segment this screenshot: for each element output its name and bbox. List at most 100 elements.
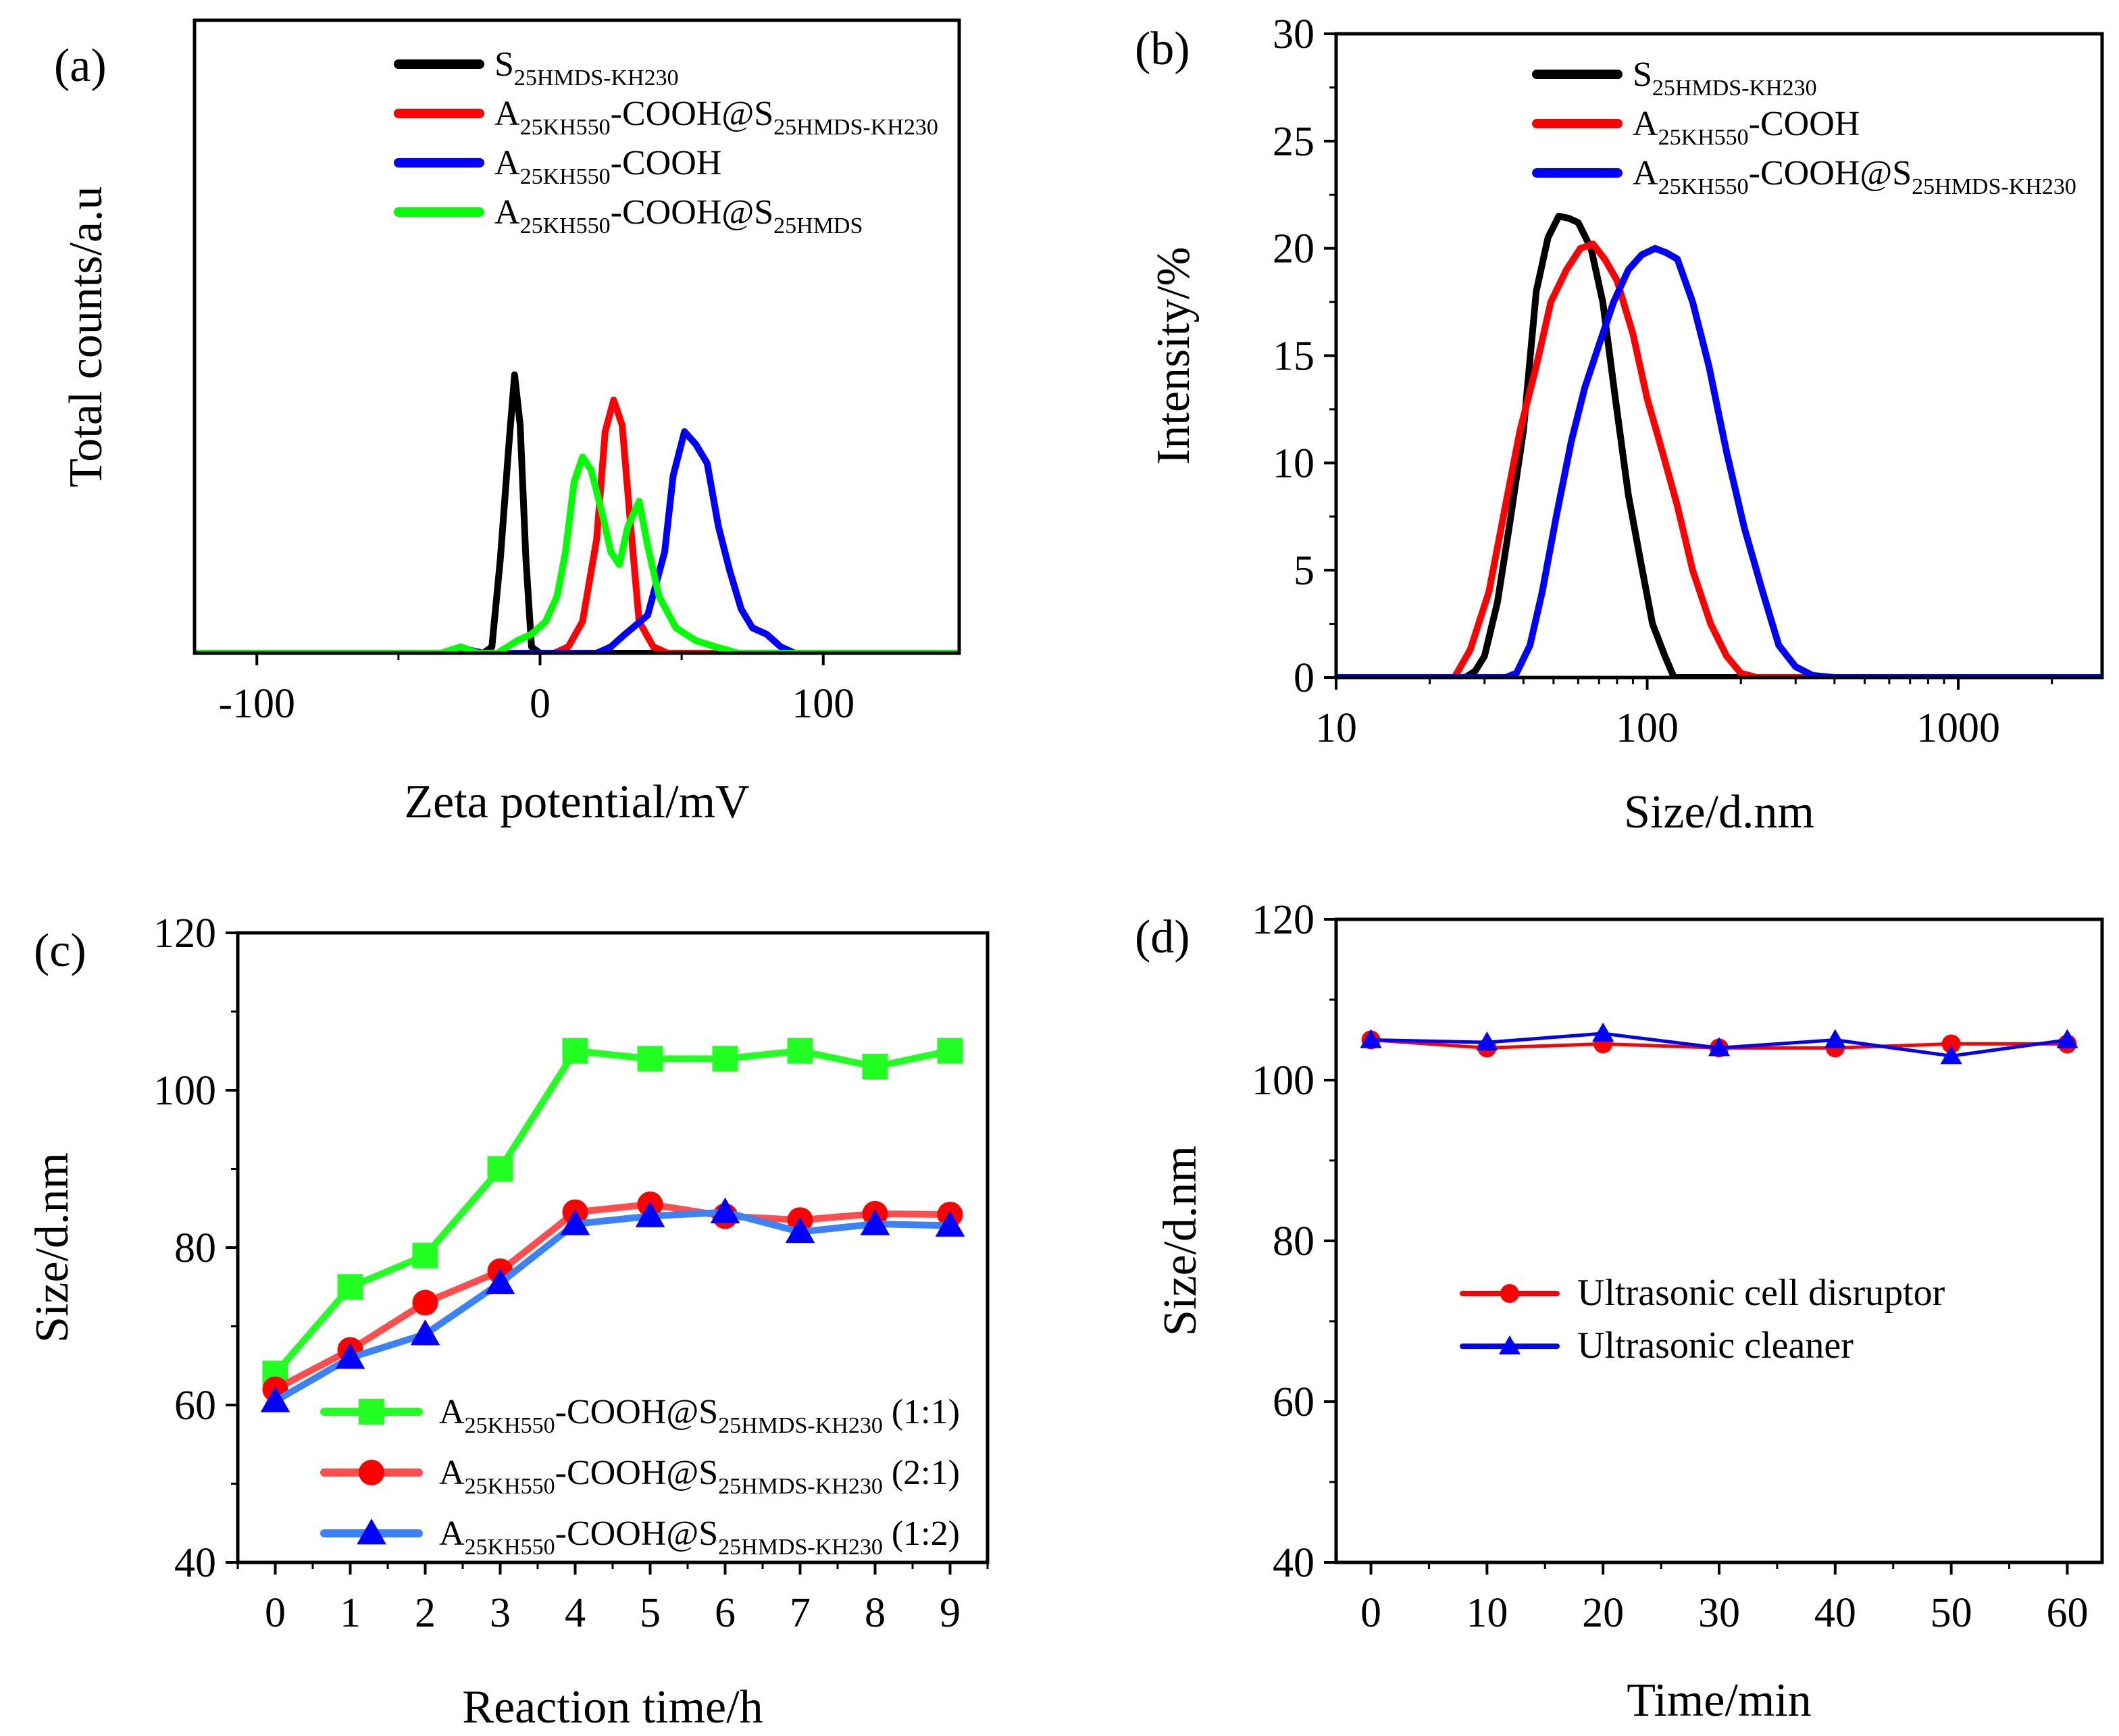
legend-text: A [1633, 154, 1658, 193]
legend-text: (1:2) [883, 1514, 960, 1553]
plot-frame [1334, 917, 2104, 1564]
panel-label: (a) [54, 40, 107, 92]
legend-text: -COOH@S [555, 1393, 718, 1431]
legend: S25HMDS-KH230A25KH550-COOH@S25HMDS-KH230… [394, 45, 938, 238]
data-marker-square [787, 1038, 813, 1064]
x-tick-label: 5 [640, 1590, 661, 1636]
data-marker-triangle [560, 1209, 590, 1235]
data-marker-triangle [935, 1210, 965, 1237]
data-marker-triangle [485, 1268, 515, 1294]
data-marker-triangle [860, 1209, 890, 1235]
legend-label: A25KH550-COOH [1633, 105, 1860, 150]
legend-subscript: 25HMDS-KH230 [773, 115, 938, 140]
legend-text: -COOH@S [611, 95, 773, 133]
x-tick-label: 6 [715, 1590, 736, 1636]
legend-text: -COOH@S [611, 193, 773, 232]
legend-subscript: 25KH550 [465, 1413, 555, 1438]
data-marker-triangle [1498, 1335, 1521, 1355]
legend-label: A25KH550-COOH [494, 144, 721, 189]
x-tick-label: 100 [792, 681, 854, 727]
series-line-2 [272, 1200, 954, 1393]
data-marker-triangle [410, 1319, 440, 1346]
series-line-2 [195, 397, 959, 653]
data-marker-triangle [357, 1518, 386, 1545]
legend-text: A [494, 144, 520, 182]
y-axis-label: Size/d.nm [1154, 1146, 1206, 1336]
series-group [1336, 213, 2102, 678]
x-tick-label: 9 [940, 1590, 961, 1636]
x-axis-label: Zeta potential/mV [404, 776, 749, 828]
data-marker-square [337, 1274, 363, 1300]
data-marker-square [937, 1038, 963, 1064]
series-group [1360, 1022, 2078, 1065]
x-tick-label: 0 [530, 681, 551, 727]
legend-subscript: 25HMDS [773, 213, 863, 238]
plot-frame [193, 18, 961, 655]
legend-label: S25HMDS-KH230 [494, 45, 679, 91]
legend-subscript: 25KH550 [1658, 125, 1749, 150]
series-line-3 [195, 428, 959, 653]
legend-subscript: 25KH550 [1658, 174, 1749, 199]
series-line-1 [272, 1047, 954, 1377]
legend-subscript: 25HMDS-KH230 [1912, 174, 2076, 199]
legend: Ultrasonic cell disruptor Ultrasonic clea… [1460, 1272, 1945, 1367]
legend-text: -COOH@S [555, 1514, 718, 1553]
y-tick-label: 40 [1273, 1540, 1314, 1586]
data-marker-triangle [260, 1386, 290, 1412]
panel-c: (c) 0 1 2 3 4 5 6 7 8 9 40 60 80 100 120 Reaction time/h… [26, 911, 990, 1733]
legend-label: Ultrasonic cell disruptor [1577, 1272, 1945, 1314]
panel-d: (d) 0 10 20 30 40 50 60 40 60 80 100 120 Time/min Size… [1135, 897, 2104, 1727]
y-tick-label: 5 [1294, 548, 1314, 594]
series-line-1 [1336, 213, 2102, 678]
legend-text: A [1633, 105, 1658, 143]
x-tick-label: 1000 [1916, 705, 2000, 751]
x-tick-label: 50 [1931, 1590, 1972, 1636]
legend: A25KH550-COOH@S25HMDS-KH230 (1:1)A25KH55… [320, 1393, 960, 1560]
legend-text: A [439, 1454, 465, 1492]
panel-b: (b) 10 100 1000 0 5 10 15 20 25 30 Size/d.nm Intensi… [1135, 11, 2104, 838]
legend-text: -COOH@S [1749, 154, 1912, 193]
x-tick-label: 1 [340, 1590, 361, 1636]
y-tick-label: 30 [1273, 11, 1314, 57]
legend: S25HMDS-KH230A25KH550-COOHA25KH550-COOH@… [1532, 55, 2076, 199]
x-tick-label: 4 [565, 1590, 586, 1636]
legend-label: A25KH550-COOH@S25HMDS-KH230 (2:1) [439, 1454, 960, 1499]
y-tick-label: 120 [1252, 897, 1314, 943]
y-tick-label: 80 [174, 1225, 216, 1271]
data-marker-circle [359, 1460, 384, 1485]
x-tick-label: 30 [1698, 1590, 1740, 1636]
x-tick-label: 10 [1466, 1590, 1508, 1636]
legend-subscript: 25KH550 [465, 1474, 555, 1499]
series-line-3 [272, 1208, 954, 1405]
data-marker-circle [1500, 1284, 1519, 1303]
legend-subscript: 25KH550 [520, 213, 611, 238]
data-marker-circle [412, 1290, 438, 1316]
data-marker-triangle [1592, 1022, 1614, 1042]
data-marker-square [487, 1156, 513, 1182]
legend-text: A [439, 1393, 465, 1431]
series-line-3 [1336, 245, 2102, 678]
data-marker-triangle [785, 1217, 815, 1244]
legend-text: S [1633, 55, 1652, 94]
y-tick-label: 15 [1273, 334, 1314, 380]
y-tick-label: 100 [1252, 1058, 1314, 1104]
data-marker-square [562, 1038, 588, 1064]
legend-subscript: 25KH550 [520, 164, 611, 189]
panel-label: (b) [1135, 23, 1190, 75]
data-marker-triangle [1708, 1037, 1731, 1056]
data-marker-triangle [335, 1343, 365, 1369]
data-marker-triangle [635, 1201, 665, 1227]
x-tick-label: 7 [790, 1590, 811, 1636]
y-tick-label: 100 [153, 1068, 216, 1114]
y-tick-label: 20 [1273, 226, 1314, 272]
x-tick-label: 2 [415, 1590, 436, 1636]
y-tick-label: 60 [174, 1383, 216, 1429]
series-line-1 [195, 371, 959, 653]
legend-text: A [439, 1514, 465, 1553]
y-tick-label: 10 [1273, 440, 1314, 486]
legend-label: A25KH550-COOH@S25HMDS-KH230 (1:1) [439, 1393, 960, 1438]
legend-text: A [494, 95, 520, 133]
legend-text: -COOH [1749, 105, 1860, 143]
legend-label: A25KH550-COOH@S25HMDS-KH230 [1633, 154, 2076, 199]
legend-subscript: 25HMDS-KH230 [718, 1474, 883, 1499]
